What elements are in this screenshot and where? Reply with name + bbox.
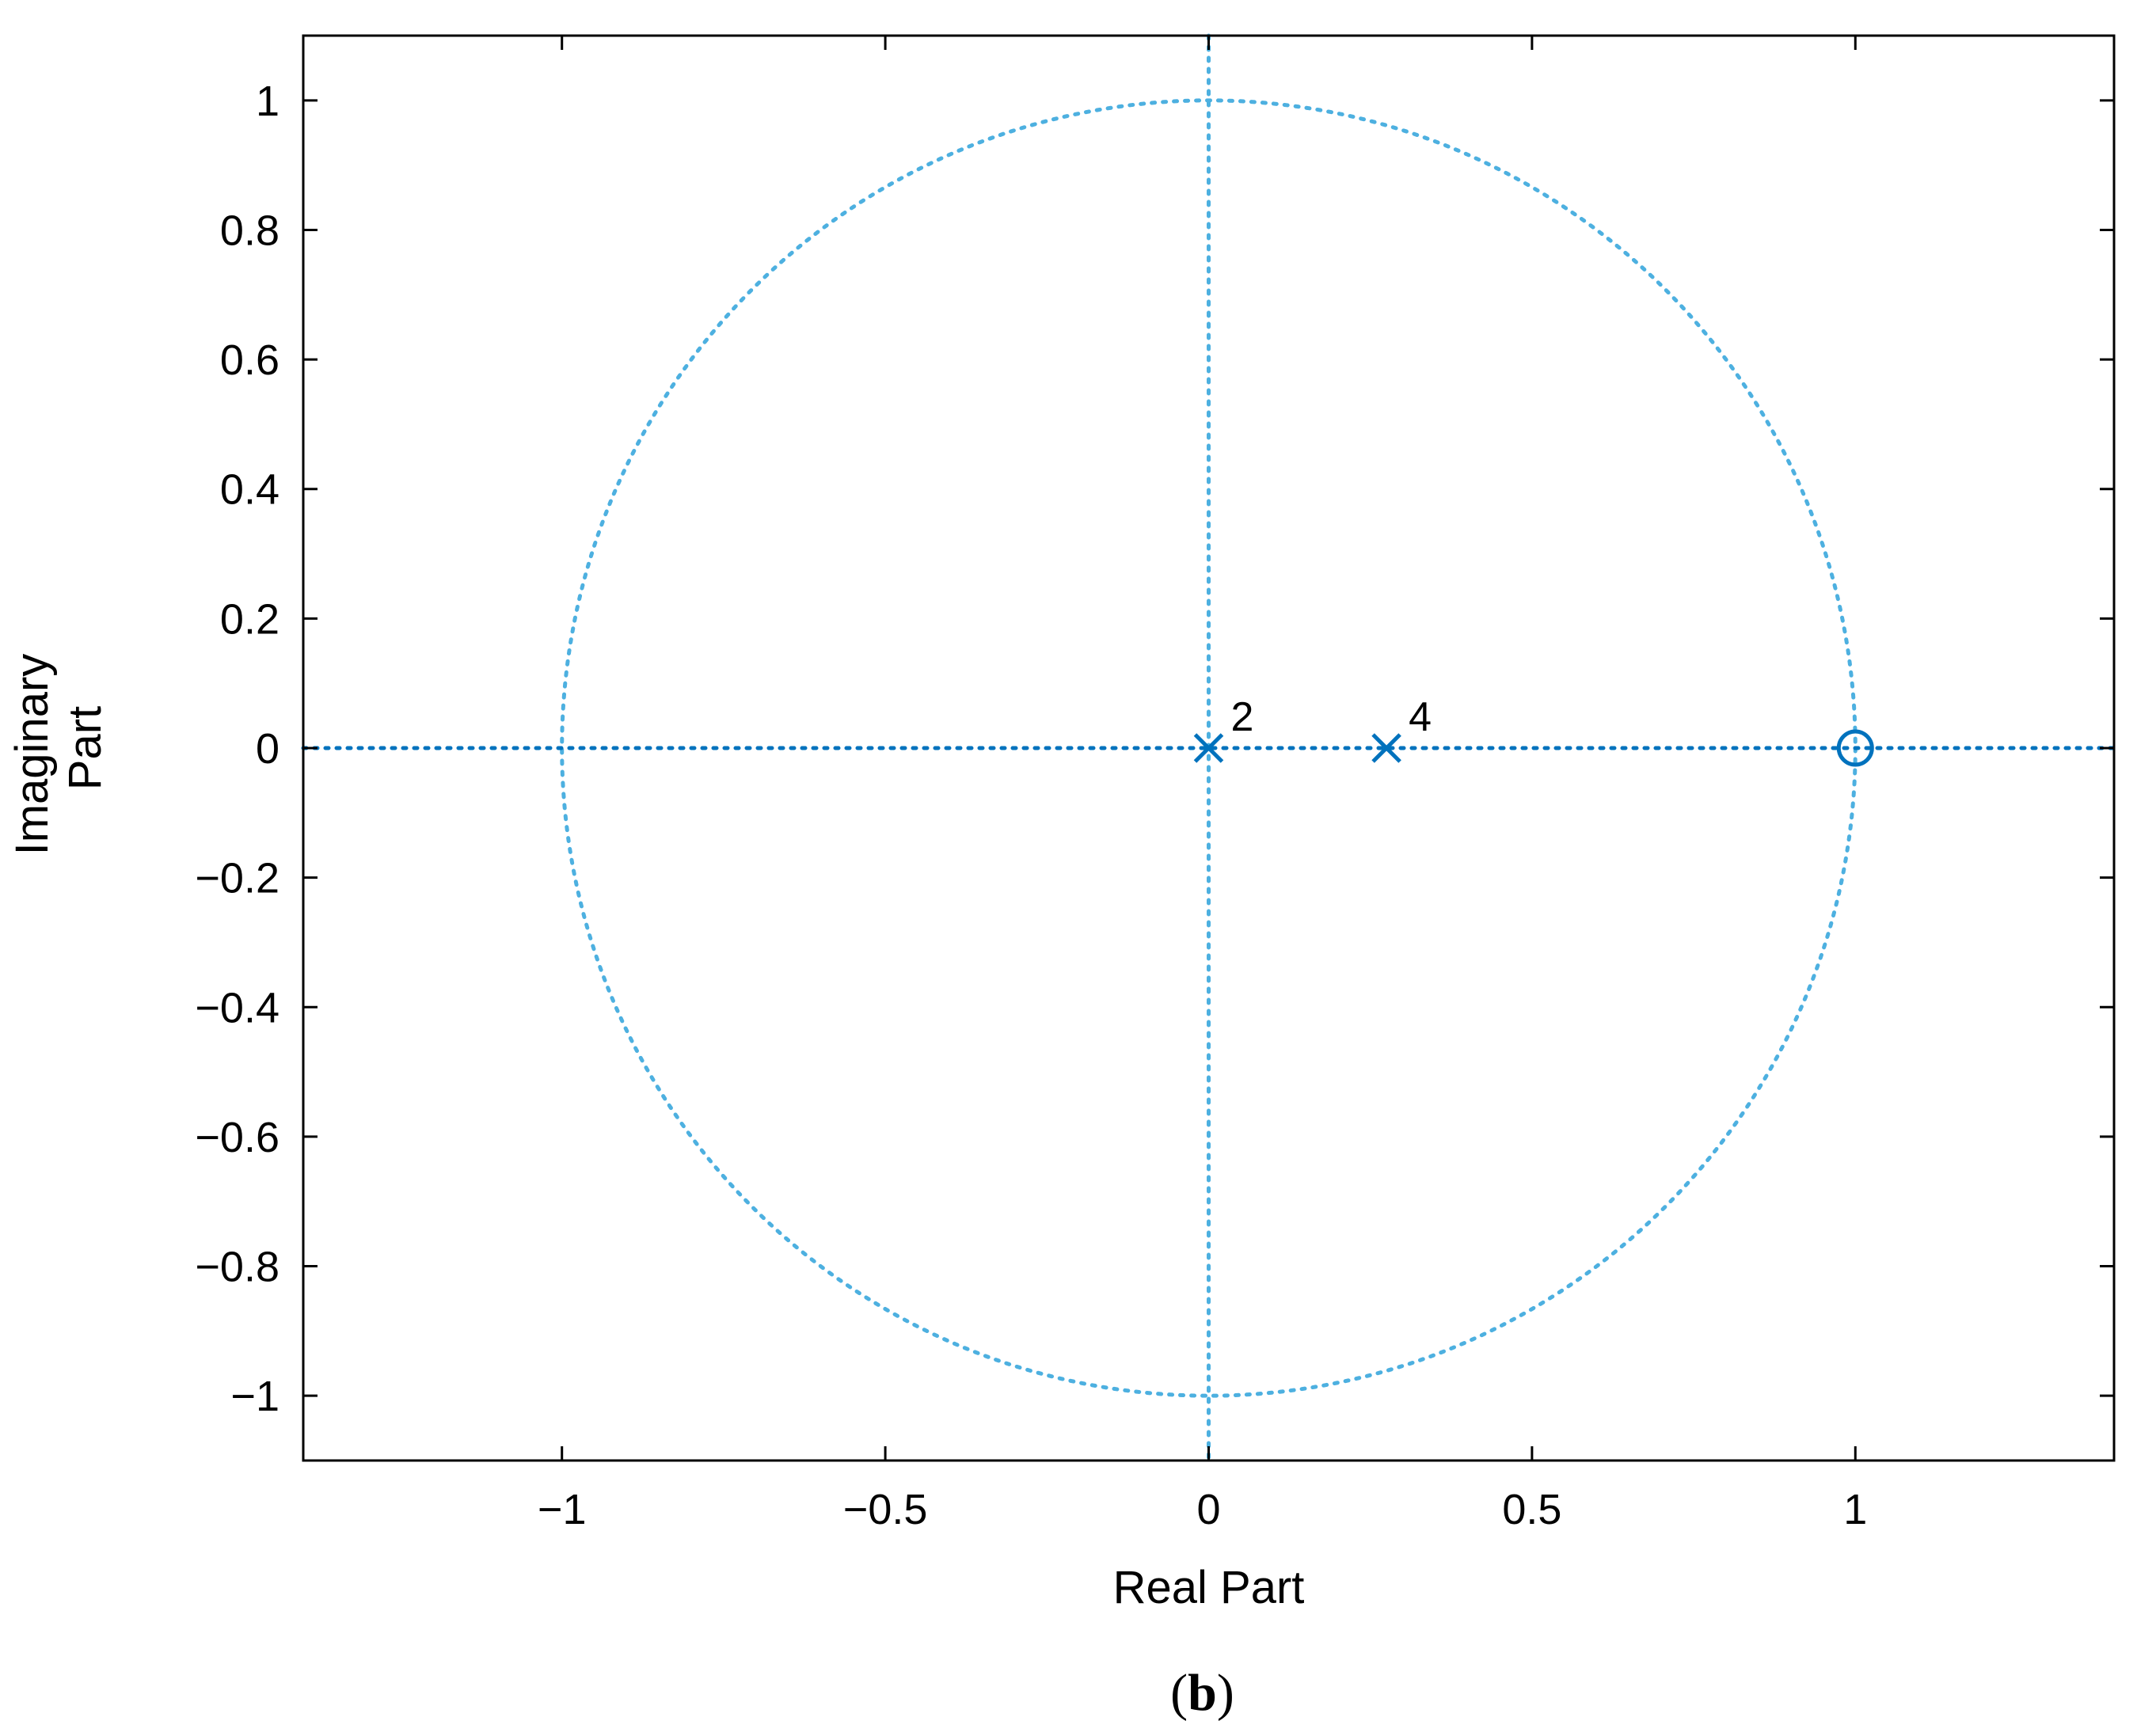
y-tick-label: 1 (256, 78, 279, 125)
y-axis-title-line-1: Imaginary (6, 654, 58, 856)
y-tick-label: 0.8 (220, 207, 279, 254)
panel-label-letter: b (1188, 1664, 1217, 1722)
x-tick-label: −0.5 (843, 1486, 928, 1533)
zero-marker (1836, 729, 1874, 767)
y-tick-label: −0.4 (195, 984, 279, 1031)
y-axis-title-line-2: Part (59, 706, 111, 790)
x-tick-label: 0.5 (1502, 1486, 1561, 1533)
pole-marker-stroke-b (1193, 733, 1224, 763)
y-tick-label: −0.8 (195, 1244, 279, 1291)
x-tick-label: 1 (1843, 1486, 1867, 1533)
y-tick-label: −0.2 (195, 855, 279, 902)
x-tick-label: −1 (538, 1486, 587, 1533)
pole-multiplicity-label: 4 (1409, 694, 1432, 740)
pole-marker-stroke-b (1371, 733, 1401, 763)
pole-multiplicity-label: 2 (1231, 694, 1254, 740)
x-tick-label: 0 (1196, 1486, 1220, 1533)
axis-ticks (303, 36, 2114, 1461)
panel-label-close: ) (1217, 1664, 1234, 1722)
pole-zero-markers (1193, 729, 1874, 767)
x-axis-title: Real Part (1113, 1562, 1305, 1613)
y-tick-label: 0.2 (220, 595, 279, 643)
panel-label: (b) (1170, 1664, 1234, 1722)
y-tick-label: 0.4 (220, 466, 279, 514)
tick-labels: −1 −0.5 0 0.5 1 1 0.8 0.6 0.4 0.2 0 −0.2 −0.4 −0.6 −0.… (195, 78, 1867, 1533)
panel-label-open: ( (1170, 1664, 1188, 1722)
y-tick-label: −0.6 (195, 1114, 279, 1161)
y-tick-label: 0.6 (220, 336, 279, 384)
y-tick-label: −1 (230, 1373, 279, 1420)
y-axis-title: Imaginary Part (6, 641, 111, 856)
y-tick-label: 0 (256, 725, 279, 773)
